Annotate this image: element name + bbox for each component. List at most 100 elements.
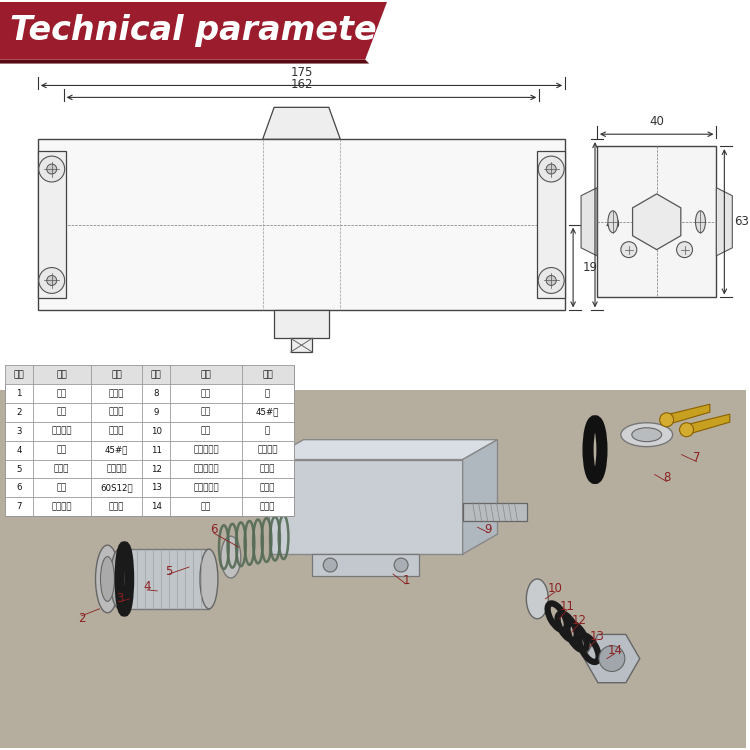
Text: 丁晴胶: 丁晴胶 xyxy=(109,503,124,512)
Text: 铝合金: 铝合金 xyxy=(109,389,124,398)
Polygon shape xyxy=(632,194,681,250)
Text: 13: 13 xyxy=(151,484,162,493)
Bar xyxy=(0,390,746,748)
Text: 中盖内胶圈: 中盖内胶圈 xyxy=(194,464,219,473)
Text: 11: 11 xyxy=(560,600,574,613)
Text: 7: 7 xyxy=(16,503,22,512)
Text: 2: 2 xyxy=(16,408,22,417)
Circle shape xyxy=(599,646,625,671)
Polygon shape xyxy=(716,188,732,256)
Text: 中盖: 中盖 xyxy=(201,503,211,512)
Text: 丁晴胶: 丁晴胶 xyxy=(260,464,275,473)
Text: 油芯胶圈: 油芯胶圈 xyxy=(52,503,72,512)
Text: 45#钉: 45#钉 xyxy=(256,408,279,417)
Text: 3: 3 xyxy=(16,427,22,436)
Text: 尾盖: 尾盖 xyxy=(56,408,67,417)
Polygon shape xyxy=(268,460,463,554)
Polygon shape xyxy=(463,440,497,554)
Bar xyxy=(463,503,527,520)
Bar xyxy=(290,338,313,352)
Text: 162: 162 xyxy=(290,79,313,92)
Text: 60S12质: 60S12质 xyxy=(100,484,133,493)
Text: 名称: 名称 xyxy=(200,370,211,379)
Text: 12: 12 xyxy=(572,614,586,627)
Polygon shape xyxy=(0,2,387,59)
Text: 7: 7 xyxy=(693,451,700,464)
Text: 63: 63 xyxy=(734,215,749,228)
Circle shape xyxy=(39,156,64,182)
Text: 过滤网: 过滤网 xyxy=(54,464,70,473)
Text: 丁晴胶: 丁晴胶 xyxy=(109,427,124,436)
Ellipse shape xyxy=(95,545,119,613)
Ellipse shape xyxy=(100,556,115,602)
Text: 中盖治金套: 中盖治金套 xyxy=(194,446,219,454)
Ellipse shape xyxy=(632,427,662,442)
Text: 齿轮: 齿轮 xyxy=(201,408,211,417)
Circle shape xyxy=(323,558,338,572)
Text: 铁: 铁 xyxy=(265,427,270,436)
Polygon shape xyxy=(312,544,436,554)
Polygon shape xyxy=(584,634,640,682)
Circle shape xyxy=(546,164,556,174)
Ellipse shape xyxy=(621,423,673,447)
Text: 序号: 序号 xyxy=(13,370,24,379)
Polygon shape xyxy=(667,404,710,424)
Text: 1: 1 xyxy=(16,389,22,398)
Polygon shape xyxy=(268,440,497,460)
Circle shape xyxy=(676,242,692,257)
Text: 19: 19 xyxy=(583,261,598,274)
Text: 油芯: 油芯 xyxy=(201,389,211,398)
Text: 14: 14 xyxy=(151,503,162,512)
Text: 4: 4 xyxy=(16,446,22,454)
Circle shape xyxy=(46,164,57,174)
Text: 弹簧: 弹簧 xyxy=(56,484,67,493)
Text: 铁: 铁 xyxy=(265,389,270,398)
Text: 机壳: 机壳 xyxy=(56,389,67,398)
Polygon shape xyxy=(262,107,340,140)
Text: 铝合金: 铝合金 xyxy=(260,503,275,512)
Text: 名称: 名称 xyxy=(56,370,67,379)
Bar xyxy=(38,152,66,298)
Circle shape xyxy=(394,558,408,572)
Text: 175: 175 xyxy=(290,67,313,80)
Text: 6: 6 xyxy=(210,523,218,536)
Ellipse shape xyxy=(608,211,618,232)
Polygon shape xyxy=(686,414,730,435)
Text: Technical parameters: Technical parameters xyxy=(10,14,413,47)
Circle shape xyxy=(39,268,64,293)
Text: 6: 6 xyxy=(16,484,22,493)
Text: 4: 4 xyxy=(143,580,151,593)
Circle shape xyxy=(660,413,674,427)
Text: 5: 5 xyxy=(16,464,22,473)
Circle shape xyxy=(46,275,57,286)
Circle shape xyxy=(546,275,556,286)
Bar xyxy=(5,365,293,384)
Ellipse shape xyxy=(695,211,706,232)
Text: 序号: 序号 xyxy=(151,370,161,379)
Text: 丁晴胶: 丁晴胶 xyxy=(260,484,275,493)
Text: 中盖外胶圈: 中盖外胶圈 xyxy=(194,484,219,493)
Text: 45#钉: 45#钉 xyxy=(105,446,128,454)
Text: 8: 8 xyxy=(663,471,670,484)
Bar xyxy=(312,554,419,576)
Text: 3: 3 xyxy=(116,592,123,605)
Polygon shape xyxy=(581,188,597,256)
Text: 8: 8 xyxy=(154,389,159,398)
Bar xyxy=(119,549,209,609)
Bar xyxy=(38,140,566,310)
Text: 材质: 材质 xyxy=(262,370,273,379)
Text: 分子: 分子 xyxy=(201,427,211,436)
Text: 5: 5 xyxy=(166,565,172,578)
Text: 12: 12 xyxy=(151,464,162,473)
Text: 40: 40 xyxy=(650,116,664,128)
Text: 材质: 材质 xyxy=(111,370,122,379)
Ellipse shape xyxy=(110,549,128,609)
Bar xyxy=(274,310,328,338)
Circle shape xyxy=(538,156,564,182)
Ellipse shape xyxy=(200,549,218,609)
Ellipse shape xyxy=(526,579,548,619)
Text: 10: 10 xyxy=(151,427,162,436)
Polygon shape xyxy=(0,59,369,64)
Text: 13: 13 xyxy=(590,630,604,644)
Text: 不锈钉网: 不锈钉网 xyxy=(106,464,127,473)
